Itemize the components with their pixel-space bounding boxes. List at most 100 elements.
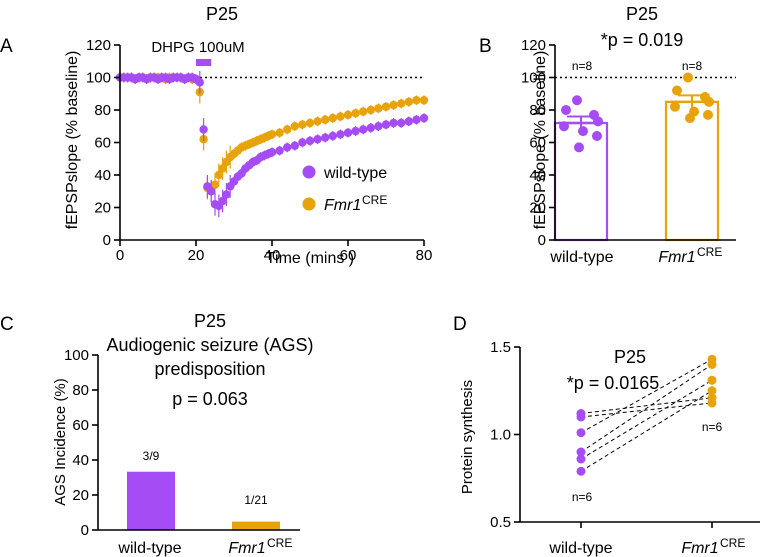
panel-c-ytick-label: 60 (72, 417, 89, 434)
panel-a-point (343, 110, 353, 120)
legend-wt-label: wild-type (323, 165, 387, 182)
panel-d: D P25 *p = 0.0165 0.5 1.0 1.5 Protein synt… (453, 314, 760, 557)
panel-b-ytick-label: 40 (529, 167, 546, 184)
panel-d-pair-line (580, 364, 713, 453)
panel-d-point-ko (707, 386, 717, 396)
panel-d-title: P25 (614, 347, 646, 367)
panel-c-ytick-label: 40 (72, 452, 89, 469)
panel-d-n-wt: n=6 (572, 490, 593, 504)
panel-b-ytick-label: 20 (529, 200, 546, 217)
panel-b-point (670, 101, 680, 112)
panel-c-ytick-label: 100 (64, 347, 89, 364)
panel-b-data (553, 72, 720, 242)
panel-d-axes: 0.5 1.0 1.5 (490, 339, 760, 531)
panel-a-point (267, 130, 277, 139)
panel-b-point (672, 85, 682, 96)
panel-b-xtick-wt: wild-type (549, 249, 613, 266)
panel-a-point (374, 122, 383, 131)
panel-a-point (305, 118, 315, 128)
panel-a-point (195, 78, 204, 87)
panel-c: C P25 Audiogenic seizure (AGS) predispos… (0, 311, 314, 557)
panel-a-xtick-label: 0 (116, 247, 124, 264)
panel-a-ytick-label: 80 (94, 102, 111, 119)
panel-c-data (127, 471, 280, 530)
panel-c-xtick-wt: wild-type (117, 540, 181, 557)
panel-d-point-ko (707, 398, 717, 408)
panel-a-point (218, 164, 227, 173)
panel-b-ytick-label: 60 (529, 135, 546, 152)
panel-b-point (572, 95, 582, 106)
panel-d-point-wt (576, 412, 586, 422)
panel-d-point-ko (707, 360, 717, 369)
panel-b-axes: 0 20 40 60 80 100 120 (521, 37, 736, 249)
panel-a-point (210, 180, 220, 189)
panel-b-point (592, 131, 602, 141)
panel-b-point (574, 142, 584, 153)
panel-c-ylabel: AGS Incidence (%) (52, 378, 69, 506)
panel-a-point (207, 187, 216, 196)
panel-a-ytick-label: 40 (94, 167, 111, 184)
panel-a-ytick-label: 0 (103, 232, 111, 249)
panel-b-point (703, 109, 713, 120)
panel-a-point (351, 126, 360, 136)
panel-a-point (305, 136, 315, 146)
panel-a-point (381, 102, 391, 111)
panel-b-ytick-label: 120 (521, 37, 546, 54)
panel-a-xtick-label: 20 (188, 247, 205, 264)
panel-a-point (283, 143, 292, 152)
panel-a-point (374, 104, 383, 113)
panel-a-point (214, 170, 223, 180)
panel-c-bar-label-ko: 1/21 (244, 493, 268, 507)
panel-c-subtitle-2: predisposition (154, 359, 265, 379)
panel-a-point (389, 118, 398, 128)
panel-b-letter: B (479, 36, 492, 57)
panel-d-pair-line (580, 390, 713, 472)
panel-a-point (343, 128, 353, 137)
panel-b-point (685, 113, 695, 124)
panel-d-ytick-label: 1.5 (490, 339, 511, 356)
panel-d-xtick-ko-sup: CRE (720, 536, 745, 550)
panel-c-bar-label-wt: 3/9 (143, 449, 160, 463)
panel-a-point (283, 125, 292, 134)
panel-d-xtick-wt: wild-type (548, 540, 612, 557)
panel-d-point-wt (576, 454, 586, 464)
panel-a-point (412, 115, 421, 124)
panel-c-ytick-label: 80 (72, 382, 89, 399)
panel-a-point (389, 100, 398, 110)
panel-c-bar (127, 471, 175, 530)
panel-a-title: P25 (206, 4, 238, 24)
panel-a-data (115, 71, 429, 218)
panel-d-ytick-label: 1.0 (490, 427, 511, 444)
panel-b-point (561, 105, 571, 115)
panel-a-point (419, 96, 429, 105)
panel-a-xlabel: Time (mins ) (266, 250, 354, 267)
panel-c-axes: 0 20 40 60 80 100 (64, 347, 300, 539)
panel-b-point (578, 126, 588, 137)
panel-a-point (351, 109, 360, 118)
panel-a-letter: A (0, 36, 13, 57)
panel-a-point (397, 118, 406, 128)
panel-a-drug-bar (196, 59, 212, 66)
panel-a-point (336, 130, 345, 139)
panel-a: A P25 DHPG 100uM 0 20 40 60 80 100 120 0 20 40 60 8… (0, 4, 432, 267)
panel-a-point (419, 113, 429, 123)
panel-a-point (290, 141, 299, 150)
panel-a-point (328, 131, 337, 141)
panel-d-stat: *p = 0.0165 (567, 373, 660, 393)
panel-a-point (275, 128, 284, 137)
panel-a-point (366, 105, 375, 115)
panel-c-xtick-ko-sup: CRE (267, 536, 292, 550)
panel-b-ylabel: fEPSPslope (% baseline) (532, 51, 549, 230)
panel-c-stat: p = 0.063 (172, 389, 248, 409)
panel-d-pair-line (580, 358, 713, 434)
panel-d-pair-line (580, 402, 713, 418)
panel-d-point-wt (576, 466, 586, 476)
panel-b-n-ko: n=8 (682, 59, 703, 73)
panel-a-point (359, 125, 368, 134)
panel-a-ytick-label: 100 (86, 70, 111, 87)
panel-d-pair-line (580, 397, 713, 414)
panel-a-point (328, 113, 337, 123)
panel-d-data (576, 354, 717, 476)
legend-ko-sup: CRE (362, 193, 387, 207)
panel-d-xtick-ko: Fmr1 (681, 540, 718, 557)
